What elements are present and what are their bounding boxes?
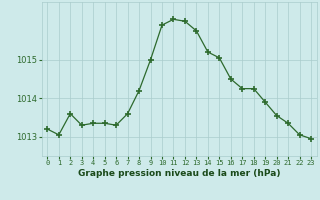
X-axis label: Graphe pression niveau de la mer (hPa): Graphe pression niveau de la mer (hPa) xyxy=(78,169,280,178)
